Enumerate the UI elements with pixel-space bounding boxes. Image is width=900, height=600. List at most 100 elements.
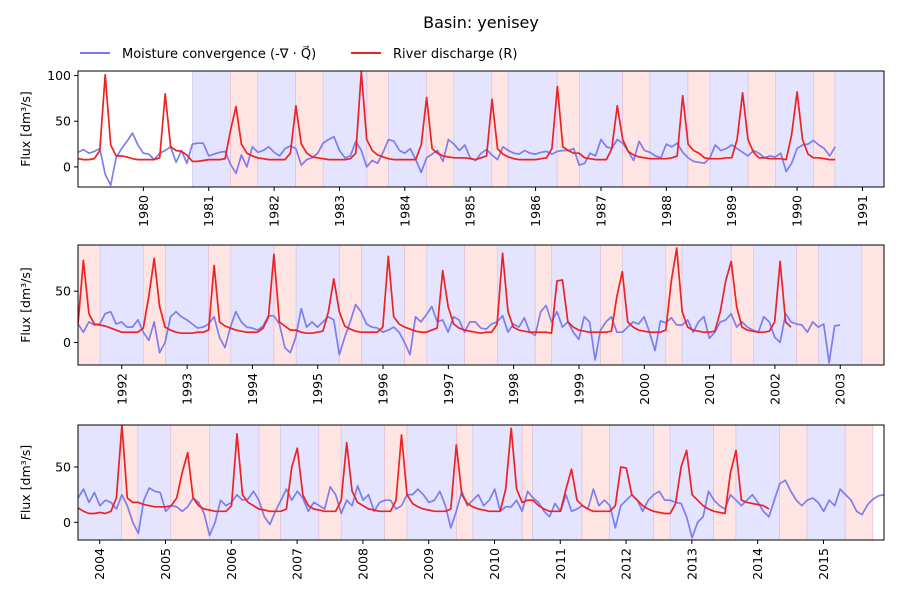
x-tick-label: 2001 (702, 373, 717, 405)
x-tick-label: 2008 (355, 548, 370, 580)
x-tick-label: 2013 (684, 548, 699, 580)
axes-frame (77, 70, 885, 188)
x-tick-label: 2010 (487, 548, 502, 580)
panel-1980-1991: 0 50 100 1980 1981 1982 1983 1984 1985 1986 1987 19… (18, 68, 885, 227)
x-tick-label: 1986 (528, 195, 543, 227)
x-tick-label: 1988 (659, 195, 674, 227)
x-tick-label: 2009 (421, 548, 436, 580)
series-river-discharge (78, 425, 770, 515)
panel-2003-2015: 0 50 2004 2005 2006 2007 2008 2009 2010 2011 2012 2… (18, 424, 885, 580)
season-band-summer (295, 71, 324, 187)
legend-label-convergence: Moisture convergence (-∇ · Q⃗) (122, 46, 316, 62)
legend-label-discharge: River discharge (R) (393, 47, 517, 62)
season-band-winter (99, 245, 144, 365)
x-tick-label: 1990 (790, 195, 805, 227)
series-river-discharge (78, 71, 836, 163)
season-band-summer (208, 245, 232, 365)
x-tick-label: 2000 (637, 373, 652, 405)
x-tick-label: 1998 (506, 373, 521, 405)
x-tick-label: 1983 (332, 195, 347, 227)
season-band-summer (730, 245, 754, 365)
season-band-summer (464, 245, 498, 365)
season-band-summer (796, 245, 819, 365)
season-band-summer (534, 245, 552, 365)
season-band-winter (579, 71, 623, 187)
season-band-winter (681, 245, 732, 365)
season-band-winter (257, 71, 296, 187)
season-band-winter (340, 425, 385, 540)
season-band-winter (453, 71, 493, 187)
series-moisture-convergence (78, 303, 841, 364)
season-band-summer (687, 71, 711, 187)
x-tick-label: 1984 (397, 195, 412, 227)
season-band-winter (78, 425, 122, 540)
x-tick-label: 2006 (224, 548, 239, 580)
y-tick-label: 50 (55, 460, 71, 475)
x-tick-label: 2005 (158, 548, 173, 580)
season-band-winter (209, 425, 260, 540)
y-tick-label: 0 (63, 335, 71, 350)
season-band-winter (230, 245, 275, 365)
y-tick-label: 100 (47, 68, 71, 83)
season-band-summer (600, 245, 624, 365)
series-river-discharge (78, 247, 792, 335)
season-band-summer (170, 425, 210, 540)
season-band-winter (406, 425, 457, 540)
x-tick-label: 2007 (290, 548, 305, 580)
season-band-winter (426, 245, 465, 365)
season-band-winter (165, 245, 209, 365)
x-tick-label: 2002 (767, 373, 782, 405)
x-tick-label: 1980 (136, 195, 151, 227)
x-tick-label: 2004 (92, 548, 107, 580)
x-tick-label: 1982 (267, 195, 282, 227)
x-tick-label: 1991 (855, 195, 870, 227)
y-tick-label: 50 (55, 114, 71, 129)
season-band-summer (384, 425, 408, 540)
x-tick-label: 2014 (750, 548, 765, 580)
x-tick-label: 1989 (724, 195, 739, 227)
season-band-winter (361, 245, 405, 365)
season-band-winter (753, 245, 797, 365)
x-tick-label: 1994 (245, 373, 260, 405)
x-tick-label: 1997 (441, 373, 456, 405)
x-tick-label: 1999 (571, 373, 586, 405)
axes-frame (77, 424, 885, 541)
x-tick-label: 2003 (833, 373, 848, 405)
season-band-summer (747, 71, 776, 187)
x-tick-label: 1985 (463, 195, 478, 227)
x-tick-label: 2011 (553, 548, 568, 580)
x-tick-label: 1996 (376, 373, 391, 405)
axes-frame (77, 244, 885, 366)
chart-title: Basin: yenisey (423, 13, 539, 32)
season-band-summer (456, 425, 474, 540)
season-band-winter (507, 71, 558, 187)
y-tick-label: 0 (63, 159, 71, 174)
season-band-summer (78, 245, 101, 365)
season-band-summer (581, 425, 610, 540)
legend: Moisture convergence (-∇ · Q⃗) River dis… (80, 46, 517, 62)
season-band-winter (622, 245, 667, 365)
season-band-winter (834, 71, 884, 187)
x-tick-label: 1992 (114, 373, 129, 405)
season-band-summer (521, 425, 533, 540)
x-tick-label: 2012 (619, 548, 634, 580)
x-tick-label: 2015 (816, 548, 831, 580)
y-axis-label: Flux [dm³/s] (18, 445, 33, 521)
season-band-winter (137, 425, 172, 540)
season-band-summer (713, 425, 737, 540)
season-band-summer (338, 245, 362, 365)
season-band-winter (280, 425, 320, 540)
season-band-winter (472, 425, 523, 540)
season-band-winter (709, 71, 749, 187)
season-band-winter (669, 425, 714, 540)
x-tick-label: 1993 (180, 373, 195, 405)
season-band-summer (404, 245, 428, 365)
y-tick-label: 0 (63, 515, 71, 530)
season-band-winter (775, 71, 814, 187)
season-band-winter (192, 71, 231, 187)
season-band-summer (491, 71, 509, 187)
season-band-winter (818, 245, 863, 365)
season-band-summer (861, 245, 884, 365)
season-band-summer (318, 425, 342, 540)
